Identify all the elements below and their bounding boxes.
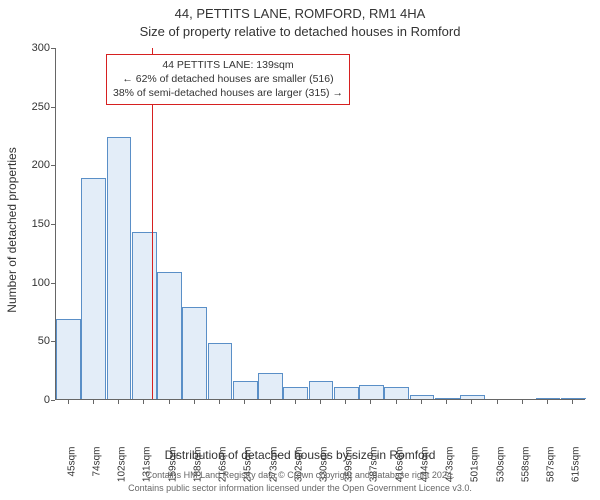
annotation-box: 44 PETTITS LANE: 139sqm← 62% of detached… [106,54,350,105]
x-tick-mark [396,400,397,404]
bar [208,343,233,399]
x-tick-mark [522,400,523,404]
y-tick-label: 50 [10,335,50,347]
y-tick-mark [51,48,55,49]
bar [384,387,409,399]
bar [410,395,435,399]
x-tick-mark [143,400,144,404]
bar [258,373,283,399]
bar [107,137,132,399]
y-tick-mark [51,224,55,225]
x-axis-label: Distribution of detached houses by size … [0,448,600,462]
x-tick-mark [169,400,170,404]
y-tick-mark [51,341,55,342]
chart-stage: 44, PETTITS LANE, ROMFORD, RM1 4HA Size … [0,0,600,500]
x-tick-mark [497,400,498,404]
bar [460,395,485,399]
x-tick-mark [270,400,271,404]
footer-line-1: Contains HM Land Registry data © Crown c… [0,470,600,480]
bar [132,232,157,399]
bar [561,398,586,399]
annotation-line-3: 38% of semi-detached houses are larger (… [113,86,343,100]
y-tick-mark [51,107,55,108]
y-tick-label: 100 [10,277,50,289]
bar [309,381,334,399]
x-tick-mark [244,400,245,404]
y-tick-label: 0 [10,394,50,406]
x-tick-mark [345,400,346,404]
bar [182,307,207,399]
plot-area: 44 PETTITS LANE: 139sqm← 62% of detached… [55,48,585,400]
y-tick-mark [51,165,55,166]
x-tick-mark [93,400,94,404]
bar [157,272,182,399]
x-tick-mark [471,400,472,404]
x-tick-mark [572,400,573,404]
y-tick-mark [51,283,55,284]
chart-subtitle: Size of property relative to detached ho… [0,24,600,39]
x-tick-mark [295,400,296,404]
chart-title: 44, PETTITS LANE, ROMFORD, RM1 4HA [0,6,600,21]
y-tick-label: 150 [10,218,50,230]
x-tick-mark [547,400,548,404]
x-tick-mark [194,400,195,404]
y-tick-mark [51,400,55,401]
bar [81,178,106,399]
x-tick-mark [446,400,447,404]
bar [536,398,561,399]
x-tick-mark [219,400,220,404]
bar [56,319,81,399]
bar [283,387,308,399]
bar [233,381,258,399]
y-tick-label: 300 [10,42,50,54]
bar [435,398,460,399]
annotation-line-1: 44 PETTITS LANE: 139sqm [113,58,343,72]
y-tick-label: 200 [10,159,50,171]
bar [334,387,359,399]
x-tick-mark [118,400,119,404]
x-tick-mark [370,400,371,404]
x-tick-mark [68,400,69,404]
x-tick-mark [320,400,321,404]
footer-line-2: Contains public sector information licen… [0,483,600,493]
x-tick-mark [421,400,422,404]
bar [359,385,384,399]
annotation-line-2: ← 62% of detached houses are smaller (51… [113,72,343,86]
y-tick-label: 250 [10,101,50,113]
y-axis-label-wrap: Number of detached properties [14,0,15,420]
